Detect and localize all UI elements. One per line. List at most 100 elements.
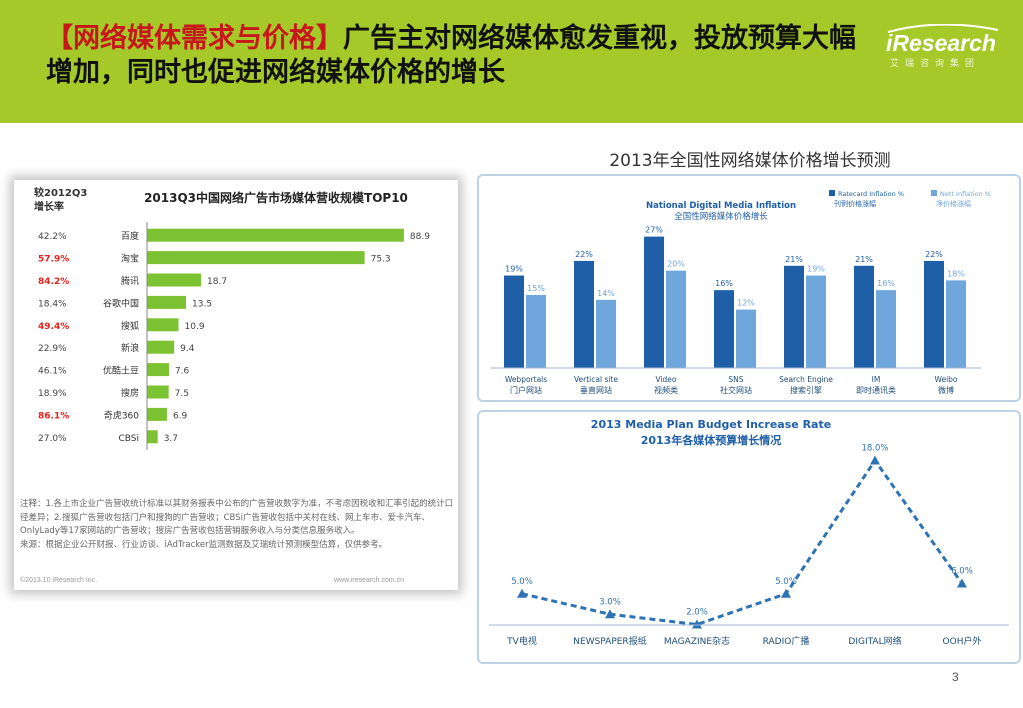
budget-line bbox=[521, 457, 964, 627]
nett-value-label: 14% bbox=[597, 289, 615, 298]
nett-value-label: 19% bbox=[807, 265, 825, 274]
category-label-cn: 即时通讯类 bbox=[856, 385, 896, 395]
revenue-bar bbox=[147, 385, 169, 399]
nett-value-label: 20% bbox=[667, 260, 685, 269]
revenue-bar bbox=[147, 363, 169, 377]
revenue-value-label: 13.5 bbox=[192, 299, 212, 309]
budget-value-label: 2.0% bbox=[686, 608, 708, 618]
inflation-chart-box: National Digital Media Inflation 全国性网络媒体… bbox=[477, 174, 1021, 402]
category-label-en: SNS bbox=[728, 375, 743, 384]
iresearch-logo: iResearch 艾瑞咨询集团 bbox=[880, 24, 1005, 74]
copyright: ©2013.10 iResearch Inc. bbox=[20, 577, 98, 584]
category-label-en: Search Engine bbox=[779, 375, 833, 384]
slide-title-text: 广告主对网络媒体愈发重视，投放预算大幅增加，同时也促进网络媒体价格的增长 bbox=[46, 23, 856, 88]
right-panel-title: 2013年全国性网络媒体价格增长预测 bbox=[609, 151, 891, 171]
nett-value-label: 12% bbox=[737, 299, 755, 308]
growth-rate-label: 49.4% bbox=[38, 322, 69, 332]
ratecard-value-label: 19% bbox=[505, 265, 523, 274]
growth-header-line2: 增长率 bbox=[34, 200, 64, 213]
category-label-cn: 门户网站 bbox=[510, 385, 542, 395]
category-label-en: IM bbox=[872, 375, 881, 384]
growth-rate-label: 22.9% bbox=[38, 344, 67, 354]
budget-chart-box: 2013 Media Plan Budget Increase Rate 201… bbox=[477, 410, 1021, 664]
revenue-value-label: 88.9 bbox=[410, 232, 430, 242]
company-label: 谷歌中国 bbox=[103, 297, 139, 309]
logo-swoosh-icon bbox=[887, 24, 999, 33]
ratecard-value-label: 27% bbox=[645, 226, 663, 235]
growth-rate-label: 46.1% bbox=[38, 367, 67, 377]
budget-value-label: 6.0% bbox=[951, 567, 973, 577]
revenue-value-label: 7.5 bbox=[175, 389, 189, 399]
revenue-value-label: 3.7 bbox=[164, 434, 178, 444]
category-label-cn: 微博 bbox=[938, 385, 954, 395]
media-category-label: MAGAZINE杂志 bbox=[664, 635, 730, 647]
legend-swatch bbox=[829, 190, 835, 196]
company-label: 奇虎360 bbox=[104, 409, 139, 421]
category-label-cn: 社交网站 bbox=[720, 385, 752, 395]
revenue-bar bbox=[147, 228, 404, 242]
ratecard-value-label: 21% bbox=[855, 255, 873, 264]
company-label: 新浪 bbox=[121, 342, 139, 354]
revenue-bar bbox=[147, 273, 202, 287]
top10-revenue-chart: 较2012Q3 增长率 2013Q3中国网络广告市场媒体营收规模TOP10 42… bbox=[34, 186, 430, 450]
revenue-bar bbox=[147, 295, 187, 309]
inflation-chart-title: National Digital Media Inflation bbox=[646, 201, 796, 211]
legend-label-cn: 净价格涨幅 bbox=[936, 199, 971, 208]
revenue-bar bbox=[147, 318, 179, 332]
growth-rate-label: 84.2% bbox=[38, 277, 69, 287]
ratecard-value-label: 21% bbox=[785, 255, 803, 264]
logo-subtitle: 艾瑞咨询集团 bbox=[890, 59, 981, 69]
growth-header-line1: 较2012Q3 bbox=[34, 186, 87, 199]
media-category-label: OOH户外 bbox=[943, 635, 982, 647]
category-label-en: Webportals bbox=[505, 375, 547, 384]
growth-rate-label: 27.0% bbox=[38, 434, 67, 444]
budget-point-marker bbox=[781, 588, 791, 598]
nett-value-label: 18% bbox=[947, 269, 965, 278]
nett-bar bbox=[876, 290, 896, 368]
legend-label: Ratecard Inflation % bbox=[838, 190, 904, 198]
ratecard-value-label: 22% bbox=[925, 250, 943, 259]
top10-chart-title: 2013Q3中国网络广告市场媒体营收规模TOP10 bbox=[144, 190, 408, 205]
budget-value-label: 3.0% bbox=[599, 597, 621, 607]
legend-label-cn: 刊例价格涨幅 bbox=[834, 199, 876, 208]
ratecard-value-label: 22% bbox=[575, 250, 593, 259]
nett-bar bbox=[666, 270, 686, 368]
growth-rate-label: 57.9% bbox=[38, 255, 69, 265]
media-category-label: NEWSPAPER报纸 bbox=[573, 635, 646, 647]
slide-title-highlight: 【网络媒体需求与价格】 bbox=[46, 23, 343, 54]
nett-value-label: 15% bbox=[527, 284, 545, 293]
source-url: www.iresearch.com.cn bbox=[334, 577, 405, 584]
ratecard-bar bbox=[644, 236, 664, 368]
company-label: 优酷土豆 bbox=[103, 365, 139, 377]
revenue-value-label: 10.9 bbox=[185, 322, 205, 332]
revenue-bar bbox=[147, 430, 158, 444]
inflation-chart: National Digital Media Inflation 全国性网络媒体… bbox=[491, 190, 991, 395]
ratecard-bar bbox=[854, 265, 874, 368]
budget-chart: 2013 Media Plan Budget Increase Rate 201… bbox=[489, 418, 1009, 647]
growth-rate-label: 18.4% bbox=[38, 299, 67, 309]
budget-value-label: 18.0% bbox=[861, 444, 888, 454]
category-label-cn: 视频类 bbox=[654, 385, 678, 395]
page-number: 3 bbox=[952, 670, 959, 684]
media-category-label: TV电视 bbox=[506, 635, 537, 647]
nett-bar bbox=[946, 280, 966, 368]
budget-point-marker bbox=[870, 455, 880, 465]
ratecard-value-label: 16% bbox=[715, 279, 733, 288]
revenue-value-label: 9.4 bbox=[180, 344, 195, 354]
category-label-en: Weibo bbox=[934, 375, 957, 384]
revenue-bar bbox=[147, 407, 167, 421]
category-label-en: Video bbox=[655, 375, 676, 384]
budget-point-marker bbox=[605, 609, 615, 619]
top10-revenue-panel: 较2012Q3 增长率 2013Q3中国网络广告市场媒体营收规模TOP10 42… bbox=[14, 180, 458, 590]
ratecard-bar bbox=[574, 260, 594, 368]
company-label: 百度 bbox=[121, 230, 139, 242]
legend-swatch bbox=[931, 190, 937, 196]
footnote-1: 注释：1.各上市企业广告营收统计标准以其财务报表中公布的广告营收数字为准，不考虑… bbox=[20, 499, 454, 536]
media-category-label: DIGITAL网络 bbox=[848, 635, 901, 647]
nett-bar bbox=[526, 295, 546, 368]
category-label-cn: 垂直网站 bbox=[580, 385, 612, 395]
logo-word: iResearch bbox=[886, 30, 996, 56]
budget-value-label: 5.0% bbox=[775, 577, 797, 587]
company-label: 淘宝 bbox=[121, 253, 139, 265]
growth-rate-label: 42.2% bbox=[38, 232, 67, 242]
